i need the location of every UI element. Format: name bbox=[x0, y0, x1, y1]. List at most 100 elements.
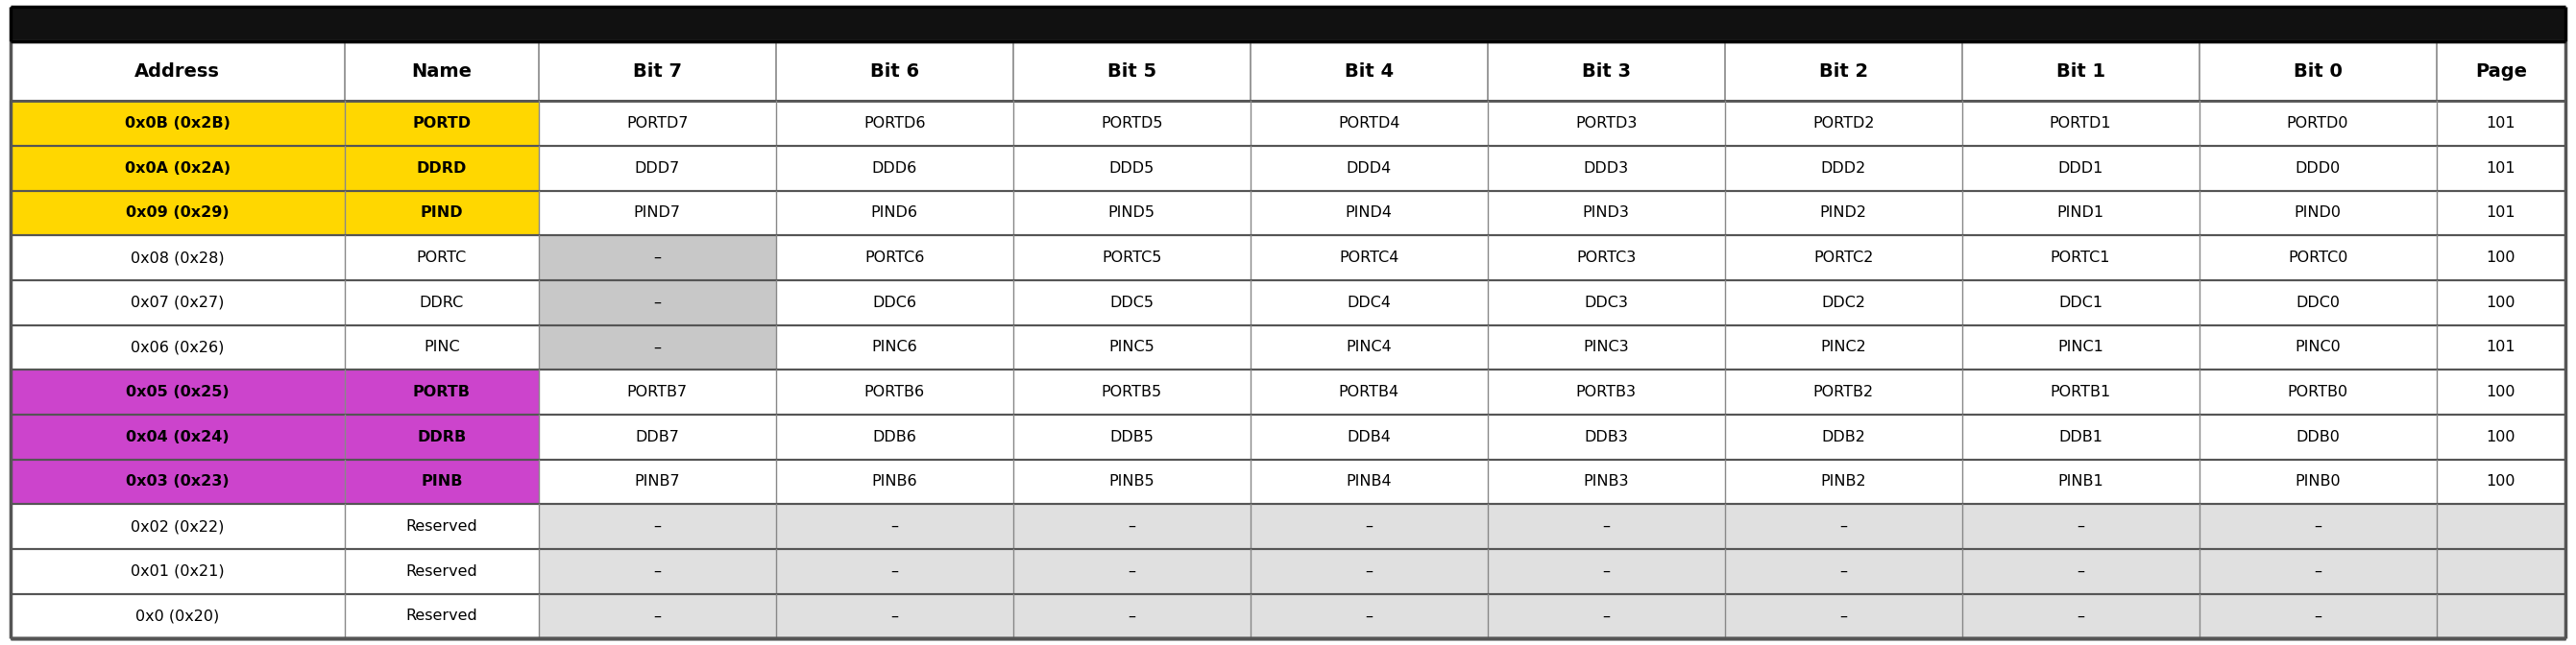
Bar bbox=[1012, 235, 1249, 280]
Bar bbox=[775, 280, 1012, 325]
Text: PIND1: PIND1 bbox=[2056, 206, 2105, 220]
Bar bbox=[10, 549, 345, 594]
Bar bbox=[775, 101, 1012, 146]
Text: DDC6: DDC6 bbox=[873, 295, 917, 310]
Bar bbox=[345, 191, 538, 235]
Bar bbox=[2437, 146, 2566, 191]
Text: –: – bbox=[1839, 609, 1847, 623]
Bar bbox=[10, 459, 345, 504]
Bar bbox=[1726, 280, 1963, 325]
Text: PORTC5: PORTC5 bbox=[1103, 251, 1162, 265]
Text: PINB0: PINB0 bbox=[2295, 475, 2342, 489]
Bar bbox=[1726, 191, 1963, 235]
Bar bbox=[345, 325, 538, 370]
Bar bbox=[1012, 504, 1249, 549]
Bar bbox=[1486, 41, 1726, 101]
Bar bbox=[1726, 594, 1963, 639]
Text: DDB6: DDB6 bbox=[873, 430, 917, 444]
Text: Bit 7: Bit 7 bbox=[634, 62, 683, 80]
Bar bbox=[2437, 191, 2566, 235]
Bar bbox=[2200, 459, 2437, 504]
Bar bbox=[538, 504, 775, 549]
Text: Reserved: Reserved bbox=[404, 609, 477, 623]
Text: PORTC: PORTC bbox=[417, 251, 466, 265]
Bar bbox=[2437, 325, 2566, 370]
Text: PORTD7: PORTD7 bbox=[626, 116, 688, 131]
Text: PORTC6: PORTC6 bbox=[866, 251, 925, 265]
Text: 100: 100 bbox=[2486, 251, 2517, 265]
Bar bbox=[775, 504, 1012, 549]
Bar bbox=[345, 594, 538, 639]
Bar bbox=[1012, 459, 1249, 504]
Text: 101: 101 bbox=[2486, 340, 2517, 355]
Text: PORTD2: PORTD2 bbox=[1814, 116, 1875, 131]
Text: –: – bbox=[2313, 609, 2321, 623]
Text: PINB3: PINB3 bbox=[1584, 475, 1628, 489]
Text: –: – bbox=[1602, 564, 1610, 579]
Bar bbox=[2200, 325, 2437, 370]
Text: –: – bbox=[891, 519, 899, 534]
Bar bbox=[1726, 459, 1963, 504]
Text: 0x09 (0x29): 0x09 (0x29) bbox=[126, 206, 229, 220]
Bar bbox=[1012, 146, 1249, 191]
Text: 0x02 (0x22): 0x02 (0x22) bbox=[131, 519, 224, 534]
Text: 100: 100 bbox=[2486, 295, 2517, 310]
Text: PIND7: PIND7 bbox=[634, 206, 680, 220]
Text: –: – bbox=[2076, 609, 2084, 623]
Text: PORTC2: PORTC2 bbox=[1814, 251, 1873, 265]
Bar bbox=[538, 325, 775, 370]
Text: Address: Address bbox=[134, 62, 219, 80]
Text: DDD7: DDD7 bbox=[634, 161, 680, 175]
Bar bbox=[2437, 504, 2566, 549]
Bar bbox=[1963, 370, 2200, 415]
Text: –: – bbox=[1128, 564, 1136, 579]
Text: –: – bbox=[1365, 564, 1373, 579]
Text: 0x0 (0x20): 0x0 (0x20) bbox=[137, 609, 219, 623]
Bar bbox=[1726, 325, 1963, 370]
Text: –: – bbox=[1602, 609, 1610, 623]
Text: PORTB7: PORTB7 bbox=[626, 385, 688, 399]
Bar bbox=[2200, 146, 2437, 191]
Text: DDB1: DDB1 bbox=[2058, 430, 2102, 444]
Text: DDB7: DDB7 bbox=[636, 430, 680, 444]
Text: –: – bbox=[1128, 609, 1136, 623]
Bar bbox=[1249, 280, 1486, 325]
Bar bbox=[1963, 504, 2200, 549]
Text: Bit 1: Bit 1 bbox=[2056, 62, 2105, 80]
Text: PINB2: PINB2 bbox=[1821, 475, 1865, 489]
Bar bbox=[1726, 101, 1963, 146]
Bar bbox=[2200, 191, 2437, 235]
Bar bbox=[1249, 325, 1486, 370]
Bar bbox=[10, 6, 2566, 41]
Text: PORTD: PORTD bbox=[412, 116, 471, 131]
Bar bbox=[1963, 101, 2200, 146]
Text: Reserved: Reserved bbox=[404, 519, 477, 534]
Bar bbox=[1486, 101, 1726, 146]
Text: PINC4: PINC4 bbox=[1345, 340, 1391, 355]
Bar bbox=[345, 235, 538, 280]
Text: PORTD6: PORTD6 bbox=[863, 116, 925, 131]
Bar bbox=[2437, 41, 2566, 101]
Bar bbox=[775, 549, 1012, 594]
Bar bbox=[1486, 191, 1726, 235]
Text: DDC1: DDC1 bbox=[2058, 295, 2102, 310]
Bar bbox=[538, 101, 775, 146]
Bar bbox=[1963, 146, 2200, 191]
Text: PORTB1: PORTB1 bbox=[2050, 385, 2110, 399]
Bar bbox=[1486, 415, 1726, 459]
Bar bbox=[1249, 101, 1486, 146]
Text: –: – bbox=[1365, 519, 1373, 534]
Text: Reserved: Reserved bbox=[404, 564, 477, 579]
Text: DDC3: DDC3 bbox=[1584, 295, 1628, 310]
Bar bbox=[1486, 594, 1726, 639]
Text: –: – bbox=[654, 564, 662, 579]
Text: PINB5: PINB5 bbox=[1108, 475, 1154, 489]
Text: Name: Name bbox=[412, 62, 471, 80]
Bar bbox=[2437, 235, 2566, 280]
Bar bbox=[2437, 594, 2566, 639]
Text: –: – bbox=[1839, 519, 1847, 534]
Text: PORTB0: PORTB0 bbox=[2287, 385, 2347, 399]
Text: PORTD5: PORTD5 bbox=[1100, 116, 1162, 131]
Text: DDRD: DDRD bbox=[417, 161, 466, 175]
Bar bbox=[775, 191, 1012, 235]
